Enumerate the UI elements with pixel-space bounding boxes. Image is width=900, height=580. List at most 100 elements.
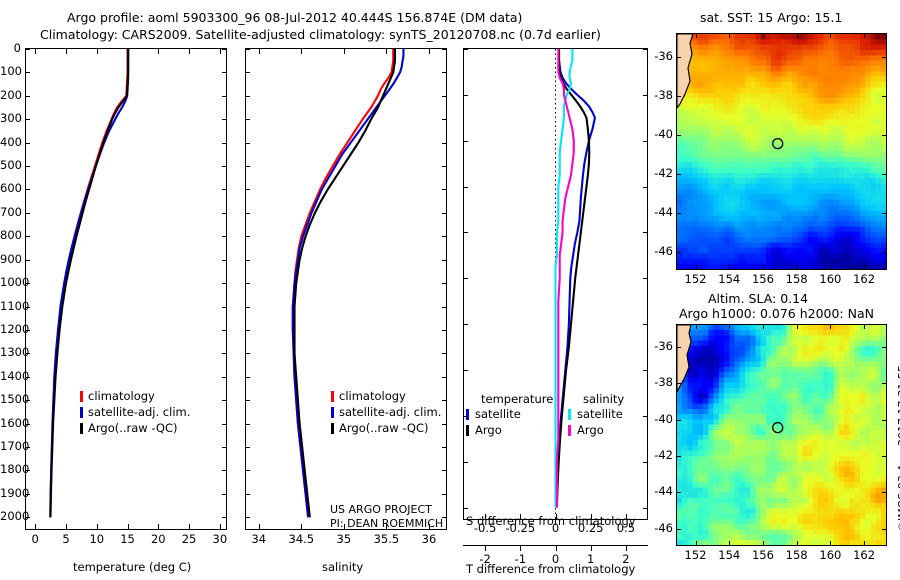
depth-tick-1100: 1100 [0,298,30,313]
sst-map-xtickmark [830,33,832,38]
diff-ttick-0: -2 [479,552,491,566]
depth-tick-1000: 1000 [0,275,30,290]
sst-map-title: sat. SST: 15 Argo: 15.1 [700,10,843,25]
sal-xtick-34.5: 34.5 [288,532,315,546]
sal-xtickmark [386,48,388,54]
temp-xtickmark [189,524,191,530]
sla-map-xtickmark [830,541,832,546]
sst-map-ytickmark [676,173,681,175]
sal-xtick-34: 34 [251,532,267,546]
depth-tickmark [25,166,30,168]
sst-map-ytickmark [676,251,681,253]
temp-xtick-5: 5 [62,532,70,546]
legend-swatch [331,407,334,418]
legend-swatch [331,423,334,434]
depth-tick-500: 500 [0,158,22,173]
depth-tickmark [643,369,648,371]
sla-map-title-line1: Altim. SLA: 0.14 [708,291,809,306]
depth-tickmark [25,212,30,214]
diff-ttick-3: 1 [587,552,595,566]
sal-xtickmark [386,524,388,530]
temp-xtickmark [189,48,191,54]
sla-map-xtick-152: 152 [684,548,707,562]
depth-tickmark [245,306,250,308]
sst-map-xtickmark [762,265,764,270]
sst-map-image [677,34,886,269]
temp-xtickmark [219,524,221,530]
difference-panel [463,48,648,520]
depth-tickmark [643,461,648,463]
sst-map-xtickmark [729,265,731,270]
sla-map-ytickmark [676,346,681,348]
depth-tickmark [245,236,250,238]
depth-tickmark [25,72,30,74]
temp-xtickmark [96,524,98,530]
depth-tick-800: 800 [0,228,22,243]
depth-tick-1200: 1200 [0,321,30,336]
sla-map-xtick-158: 158 [785,548,808,562]
depth-tickmark [245,376,250,378]
depth-tickmark [222,283,227,285]
depth-tickmark [222,376,227,378]
depth-tickmark [25,353,30,355]
legend-swatch [80,407,83,418]
depth-tickmark [245,400,250,402]
depth-tickmark [442,166,447,168]
depth-tickmark [245,49,250,50]
depth-tickmark [643,278,648,280]
sla-map-ytickmark [676,492,681,494]
sla-map-image [677,325,886,545]
depth-tickmark [442,470,447,472]
sla-map-ytickmark [882,492,887,494]
sst-map-ytick--44: -44 [654,204,673,219]
sal-xtick-35.5: 35.5 [373,532,400,546]
depth-tickmark [25,283,30,285]
depth-tickmark [245,283,250,285]
temp-xtickmark [35,524,37,530]
depth-tick-1900: 1900 [0,485,30,500]
sal-xtickmark [258,524,260,530]
sst-map-ytick--42: -42 [654,165,673,180]
diff-stickmark [625,514,627,520]
temp-xtick-15: 15 [120,532,135,546]
depth-tick-700: 700 [0,204,22,219]
depth-tickmark [245,119,250,121]
depth-tick-1400: 1400 [0,368,30,383]
depth-tickmark [442,72,447,74]
salinity-xlabel: salinity [322,560,364,574]
sal-xtickmark [343,48,345,54]
depth-tickmark [245,72,250,74]
temp-xtick-0: 0 [31,532,39,546]
depth-tickmark [25,447,30,449]
depth-tickmark [442,259,447,261]
sst-map-ytick--36: -36 [654,49,673,64]
legend-label-climatology: climatology [88,389,155,403]
depth-tickmark [442,95,447,97]
depth-tickmark [25,423,30,425]
sla-map-ytickmark [676,455,681,457]
difference-legend-temperature-satellite: satellite [475,407,521,421]
sst-map-xtick-156: 156 [751,272,774,286]
difference-legend-temperature-argo: Argo [475,423,502,437]
sst-map-xtick-158: 158 [785,272,808,286]
difference-legend-salinity-argo: Argo [577,423,604,437]
depth-tickmark [222,119,227,121]
legend-label-argo---raw--qc-: Argo(..raw -QC) [88,421,178,435]
legend-swatch [568,409,571,420]
depth-tick-400: 400 [0,134,22,149]
depth-tickmark [222,400,227,402]
depth-tick-1300: 1300 [0,345,30,360]
depth-tickmark [25,306,30,308]
depth-tickmark [245,493,250,495]
depth-tick-2000: 2000 [0,509,30,524]
depth-tick-900: 900 [0,251,22,266]
sla-map-xtickmark [762,541,764,546]
sst-map-xtickmark [695,33,697,38]
depth-tickmark [245,470,250,472]
sst-map-ytickmark [882,134,887,136]
depth-tickmark [25,493,30,495]
pi-credit: PI: DEAN ROEMMICH [330,517,444,530]
temp-xtickmark [66,48,67,54]
depth-tickmark [643,324,648,326]
depth-tickmark [222,447,227,449]
